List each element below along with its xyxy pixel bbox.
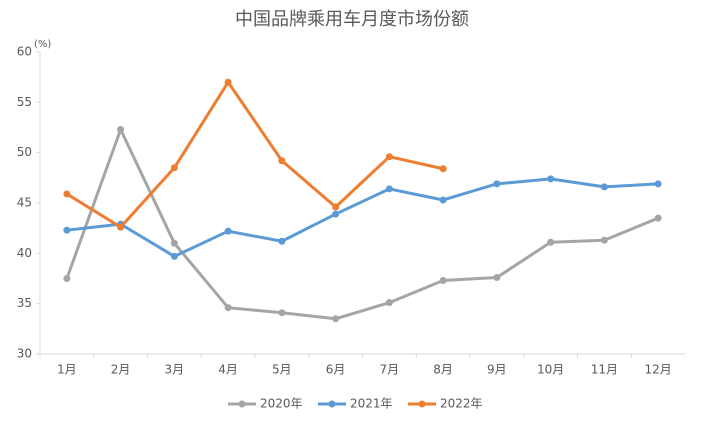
data-point — [170, 239, 178, 247]
data-point — [117, 223, 125, 231]
data-point — [600, 236, 608, 244]
y-tick-label: 40 — [17, 246, 32, 260]
x-tick-label: 12月 — [644, 363, 671, 377]
legend-marker — [328, 400, 336, 408]
data-point — [224, 78, 232, 86]
data-point — [332, 210, 340, 218]
x-tick-label: 10月 — [537, 363, 564, 377]
data-point — [332, 203, 340, 211]
data-point — [385, 153, 393, 161]
data-point — [117, 126, 125, 134]
x-tick-label: 3月 — [165, 363, 185, 377]
legend-label: 2020年 — [260, 397, 303, 411]
data-point — [385, 299, 393, 307]
data-point — [63, 226, 71, 234]
legend-marker — [238, 400, 246, 408]
data-point — [439, 277, 447, 285]
y-tick-label: 55 — [17, 95, 32, 109]
series-line — [66, 177, 659, 258]
x-tick-label: 1月 — [57, 363, 77, 377]
x-tick-label: 8月 — [433, 363, 453, 377]
y-tick-label: 30 — [17, 347, 32, 361]
x-tick-label: 6月 — [326, 363, 346, 377]
data-point — [439, 196, 447, 204]
y-tick-label: 60 — [17, 45, 32, 59]
x-tick-label: 2月 — [111, 363, 131, 377]
data-point — [600, 183, 608, 191]
legend-label: 2022年 — [440, 397, 483, 411]
data-point — [654, 214, 662, 222]
data-point — [63, 190, 71, 198]
data-point — [493, 273, 501, 281]
x-tick-label: 5月 — [272, 363, 292, 377]
data-point — [63, 275, 71, 282]
data-point — [439, 165, 447, 173]
y-tick-label: 45 — [17, 196, 32, 210]
data-point — [278, 309, 286, 317]
series-line — [66, 80, 444, 229]
data-point — [224, 304, 232, 312]
series-line — [65, 128, 659, 321]
x-tick-label: 11月 — [591, 363, 618, 377]
data-point — [278, 157, 286, 165]
data-point — [278, 237, 286, 245]
legend-label: 2021年 — [350, 397, 393, 411]
data-point — [547, 175, 555, 183]
y-tick-label: 35 — [17, 296, 32, 310]
data-point — [493, 180, 501, 188]
x-tick-label: 7月 — [380, 363, 400, 377]
y-axis-unit: (%) — [34, 39, 51, 50]
data-point — [654, 180, 662, 188]
legend-marker — [418, 400, 426, 408]
chart-title: 中国品牌乘用车月度市场份额 — [235, 9, 469, 30]
data-point — [224, 227, 232, 235]
data-point — [385, 185, 393, 193]
data-point — [332, 315, 340, 323]
x-tick-label: 4月 — [218, 363, 238, 377]
data-point — [547, 238, 555, 246]
y-tick-label: 50 — [17, 145, 32, 159]
data-point — [170, 164, 178, 172]
x-tick-label: 9月 — [487, 363, 507, 377]
data-point — [170, 252, 178, 260]
